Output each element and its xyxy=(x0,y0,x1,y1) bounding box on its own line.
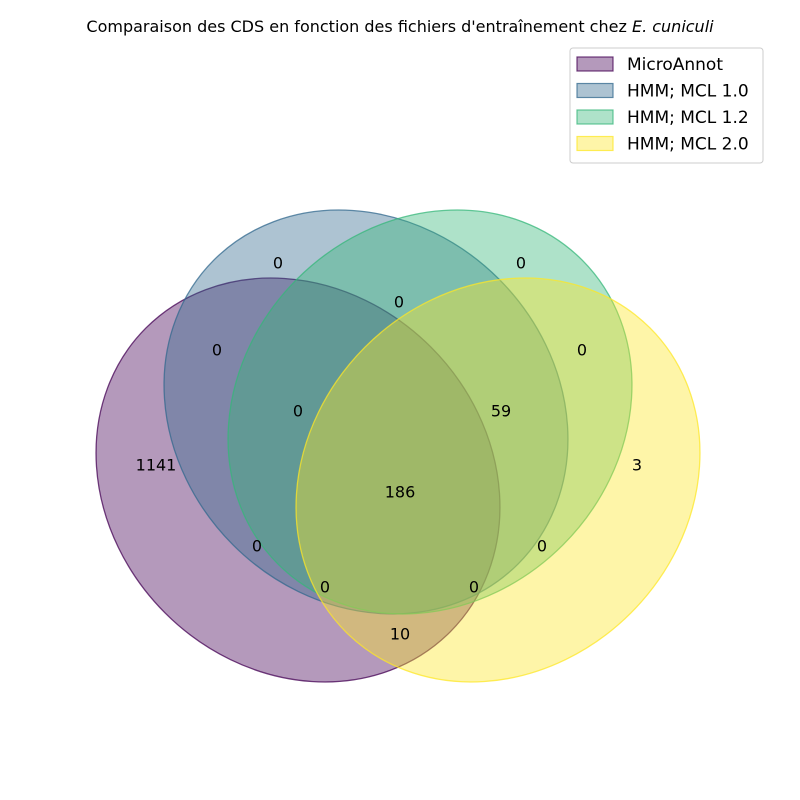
legend-swatch-4 xyxy=(576,135,614,152)
set-ellipse-4 xyxy=(295,277,701,683)
region-label-ab: 0 xyxy=(212,341,222,360)
region-label-cd: 0 xyxy=(577,341,587,360)
region-label-c: 0 xyxy=(516,254,526,273)
region-label-abcd: 186 xyxy=(385,483,416,502)
region-label-acd: 0 xyxy=(320,578,330,597)
legend-frame xyxy=(569,47,764,164)
region-label-ad: 10 xyxy=(390,625,410,644)
region-label-bc: 0 xyxy=(394,293,404,312)
region-label-ac: 0 xyxy=(252,537,262,556)
set-ellipse-3 xyxy=(227,209,633,615)
legend-label-4: HMM; MCL 2.0 xyxy=(627,135,749,155)
region-label-abc: 0 xyxy=(293,402,303,421)
region-label-a: 1141 xyxy=(136,456,177,475)
set-ellipses xyxy=(95,209,701,683)
region-label-bcd: 59 xyxy=(491,402,511,421)
legend-label-1: MicroAnnot xyxy=(627,55,723,75)
legend-label-2: HMM; MCL 1.0 xyxy=(627,82,749,102)
region-label-d: 3 xyxy=(632,456,642,475)
legend-label-3: HMM; MCL 1.2 xyxy=(627,108,749,128)
legend-swatch-1 xyxy=(576,56,614,72)
region-label-b: 0 xyxy=(273,254,283,273)
title-species: E. cuniculi xyxy=(632,17,714,36)
region-label-abd: 0 xyxy=(469,578,479,597)
legend: MicroAnnot HMM; MCL 1.0 HMM; MCL 1.2 HMM; M… xyxy=(569,47,764,164)
legend-swatch-3 xyxy=(576,109,614,125)
legend-swatch-2 xyxy=(576,82,614,99)
region-labels: 1141 0 0 3 0 0 0 0 59 186 0 0 0 0 10 xyxy=(136,254,642,644)
title-prefix: Comparaison des CDS en fonction des fich… xyxy=(86,17,632,36)
region-label-bd: 0 xyxy=(537,537,547,556)
chart-title: Comparaison des CDS en fonction des fich… xyxy=(86,17,714,36)
